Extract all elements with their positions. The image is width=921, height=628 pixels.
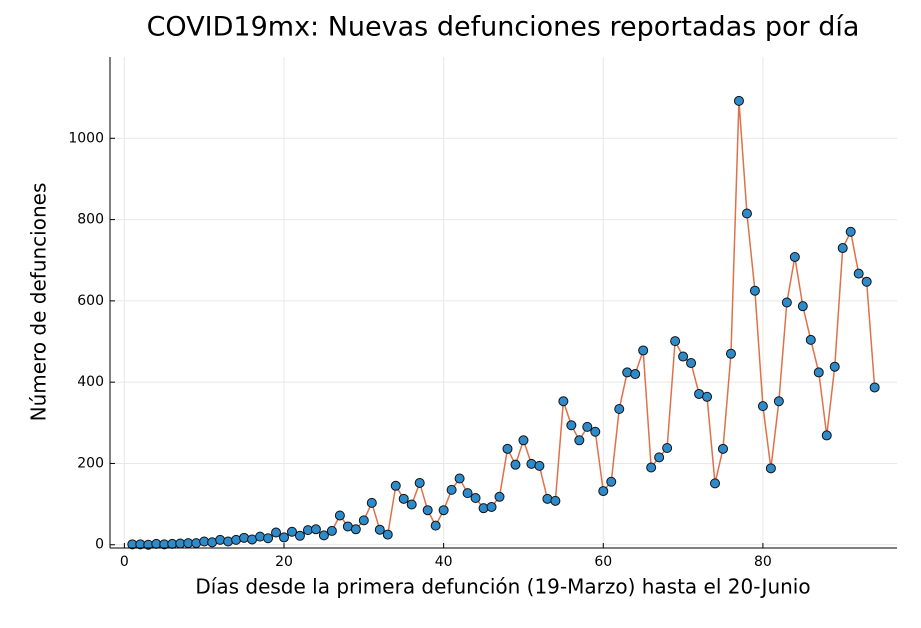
plot-area — [127, 95, 880, 550]
data-point — [622, 367, 633, 378]
data-point — [670, 336, 681, 347]
data-point — [686, 358, 697, 369]
y-axis-label: Número de defunciones — [27, 183, 51, 422]
data-point — [558, 396, 569, 407]
data-point — [749, 285, 760, 296]
data-point — [614, 403, 625, 414]
data-point — [422, 505, 433, 516]
data-point — [310, 524, 321, 535]
data-point — [725, 348, 736, 359]
data-point — [717, 443, 728, 454]
data-point — [518, 435, 529, 446]
data-point — [646, 462, 657, 473]
data-point — [534, 460, 545, 471]
data-point — [598, 486, 609, 497]
data-point — [430, 520, 441, 531]
y-tick-label: 1000 — [68, 130, 104, 146]
data-point — [271, 527, 282, 538]
grid — [110, 57, 897, 548]
data-point — [797, 301, 808, 312]
x-axis-label: Días desde la primera defunción (19-Marz… — [195, 575, 810, 599]
data-point — [191, 538, 202, 549]
data-point — [741, 208, 752, 219]
data-point — [334, 510, 345, 521]
data-point — [438, 505, 449, 516]
data-point — [366, 497, 377, 508]
data-point — [606, 476, 617, 487]
data-point — [263, 533, 274, 544]
data-point — [590, 426, 601, 437]
y-tick-label: 400 — [77, 374, 104, 390]
data-point — [837, 243, 848, 254]
data-point — [350, 524, 361, 535]
data-point — [318, 530, 329, 541]
y-tick-label: 600 — [77, 293, 104, 309]
data-point — [869, 382, 880, 393]
data-point — [574, 435, 585, 446]
data-point — [286, 526, 297, 537]
data-point — [486, 501, 497, 512]
data-point — [638, 345, 649, 356]
data-point — [845, 226, 856, 237]
data-point — [765, 463, 776, 474]
data-point — [654, 452, 665, 463]
data-point — [382, 529, 393, 540]
data-point — [789, 251, 800, 262]
data-point — [773, 396, 784, 407]
x-tick-label: 60 — [594, 554, 612, 570]
x-tick-label: 20 — [275, 554, 293, 570]
data-point — [215, 534, 226, 545]
data-point — [566, 420, 577, 431]
data-point — [550, 495, 561, 506]
y-tick-label: 0 — [95, 537, 104, 553]
data-point — [454, 473, 465, 484]
data-point — [462, 488, 473, 499]
x-tick-label: 0 — [120, 554, 129, 570]
data-point — [358, 515, 369, 526]
x-tick-label: 80 — [754, 554, 772, 570]
data-point — [390, 480, 401, 491]
data-point — [255, 531, 266, 542]
data-point — [582, 421, 593, 432]
data-point — [733, 95, 744, 106]
data-point — [406, 499, 417, 510]
data-point — [853, 268, 864, 279]
data-point — [239, 532, 250, 543]
data-point — [414, 477, 425, 488]
x-tick-label: 40 — [435, 554, 453, 570]
data-point — [630, 369, 641, 380]
data-point — [223, 536, 234, 547]
data-point — [781, 297, 792, 308]
data-point — [678, 351, 689, 362]
data-point — [398, 493, 409, 504]
data-point — [813, 367, 824, 378]
data-point — [829, 361, 840, 372]
data-point — [710, 478, 721, 489]
data-point — [502, 443, 513, 454]
data-point — [757, 401, 768, 412]
y-tick-label: 200 — [77, 455, 104, 471]
data-point — [821, 430, 832, 441]
data-point — [446, 484, 457, 495]
data-point — [702, 391, 713, 402]
data-point — [494, 491, 505, 502]
y-tick-label: 800 — [77, 212, 104, 228]
data-point — [805, 334, 816, 345]
data-point — [861, 276, 872, 287]
data-point — [374, 524, 385, 535]
data-point — [279, 532, 290, 543]
data-point — [470, 493, 481, 504]
chart-title: COVID19mx: Nuevas defunciones reportadas… — [147, 12, 860, 43]
data-point — [662, 443, 673, 454]
data-point — [294, 530, 305, 541]
data-point — [326, 525, 337, 536]
data-point — [510, 459, 521, 470]
